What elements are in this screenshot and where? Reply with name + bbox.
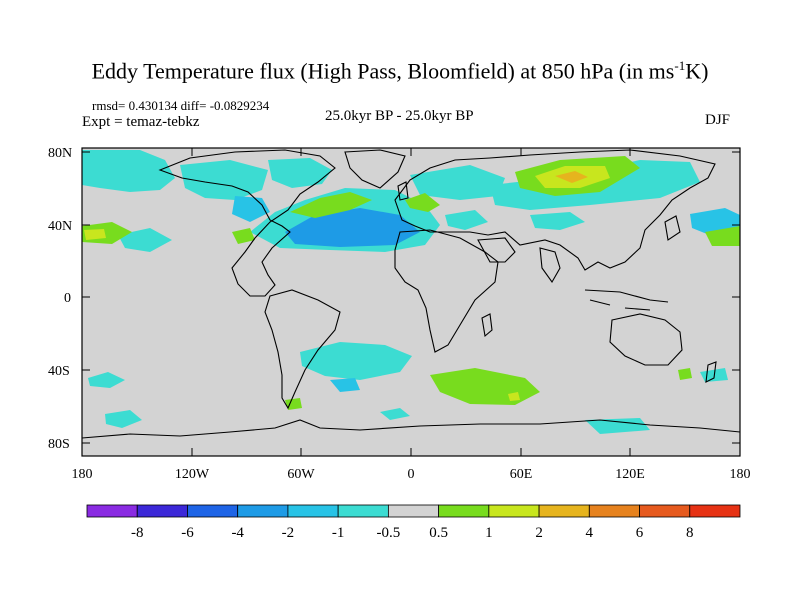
colorbar-label: 8 xyxy=(686,525,694,541)
coast-north-america xyxy=(158,149,336,297)
flux-patch-n-atlantic-core xyxy=(285,208,420,247)
flux-patch-ross-cyan xyxy=(380,408,410,420)
colorbar-swatch xyxy=(689,504,741,518)
stats-label: rmsd= 0.430134 diff= -0.0829234 xyxy=(92,98,270,113)
flux-patch-canada xyxy=(268,158,332,188)
flux-patch-s-pacific-cyan xyxy=(88,372,125,388)
colorbar-swatch xyxy=(287,504,339,518)
colorbar-swatch xyxy=(237,504,289,518)
colorbar-swatch xyxy=(337,504,389,518)
flux-patch-s-indian-yellow xyxy=(508,392,520,401)
season-label: DJF xyxy=(705,112,731,128)
flux-patch-med xyxy=(445,210,488,230)
lat-label-40s: 40S xyxy=(48,364,70,379)
coast-arabia xyxy=(477,237,516,263)
flux-patch-europe xyxy=(410,165,505,200)
flux-patch-npacific xyxy=(180,160,268,200)
flux-patch-norway-green xyxy=(405,193,440,212)
colorbar-label: -6 xyxy=(181,525,194,541)
coast-india xyxy=(539,247,561,284)
colorbar-label: 6 xyxy=(636,525,644,541)
colorbar-swatch xyxy=(488,504,540,518)
flux-patch-sa-green xyxy=(285,398,302,410)
coast-antarctica xyxy=(82,419,740,439)
coast-nz xyxy=(705,361,717,383)
flux-patch-atl-green xyxy=(290,192,372,218)
colorbar-swatch xyxy=(86,504,138,518)
flux-patch-nw-pacific xyxy=(82,150,175,192)
coast-australia xyxy=(609,313,683,366)
lon-label-120w: 120W xyxy=(175,467,210,482)
flux-patch-npac-green-e xyxy=(705,226,740,246)
lat-label-40n: 40N xyxy=(48,219,72,234)
lon-label-120e: 120E xyxy=(615,467,645,482)
flux-patch-arctic-orange xyxy=(555,171,588,183)
colorbar-label: 1 xyxy=(485,525,493,541)
colorbar-label: -8 xyxy=(131,525,144,541)
lon-label-180e: 180 xyxy=(730,467,751,482)
flux-patch-s-atlantic-cyan xyxy=(300,342,412,380)
colorbar-swatch xyxy=(136,504,188,518)
coast-uk xyxy=(397,181,409,201)
flux-patch-asia-s xyxy=(530,212,585,230)
colorbar-label: -4 xyxy=(231,525,244,541)
colorbar-swatch xyxy=(387,504,440,518)
lon-label-60w: 60W xyxy=(287,467,315,482)
experiment-label: Expt = temaz-tebkz xyxy=(82,114,200,130)
flux-patch-e-indian-cyan xyxy=(585,418,650,434)
colorbar-label: -0.5 xyxy=(377,525,401,541)
coast-indonesia xyxy=(584,289,669,311)
coast-eurasia xyxy=(394,149,716,271)
flux-patch-us-green xyxy=(232,228,255,244)
flux-patch-s-pacific-cyan2 xyxy=(105,410,142,428)
flux-patch-alaska xyxy=(232,196,270,222)
coast-japan xyxy=(664,215,681,241)
colorbar-label: 2 xyxy=(535,525,543,541)
colorbar-label: 0.5 xyxy=(429,525,448,541)
colorbar-swatch xyxy=(538,504,590,518)
coast-greenland xyxy=(344,149,406,189)
coast-africa xyxy=(394,229,499,353)
colorbar-swatch xyxy=(588,504,640,518)
coast-south-america xyxy=(264,289,341,410)
axis-ticks xyxy=(81,148,741,456)
colorbar-swatch xyxy=(438,504,490,518)
colorbar-label: 4 xyxy=(586,525,594,541)
lon-label-180w: 180 xyxy=(72,467,93,482)
flux-patch-w-pacific xyxy=(118,228,172,252)
flux-patch-dateline-yellow xyxy=(84,229,106,240)
lon-label-0: 0 xyxy=(408,467,415,482)
colorbar-swatch xyxy=(187,504,239,518)
colorbar-label: -2 xyxy=(282,525,295,541)
lat-label-80n: 80N xyxy=(48,146,72,161)
colorbar-swatch xyxy=(639,504,691,518)
figure-title: Eddy Temperature flux (High Pass, Bloomf… xyxy=(91,58,709,84)
period-label: 25.0kyr BP - 25.0kyr BP xyxy=(325,108,474,124)
coast-madagascar xyxy=(481,313,493,338)
colorbar-label: -1 xyxy=(332,525,345,541)
coastlines xyxy=(82,149,740,439)
colorbar: -8 -6 -4 -2 -1 -0.5 0.5 1 2 4 6 8 xyxy=(86,504,741,541)
flux-patch-s-atl-small xyxy=(330,378,360,392)
lat-label-80s: 80S xyxy=(48,437,70,452)
flux-patch-austr-green xyxy=(678,368,692,380)
lat-label-eq: 0 xyxy=(64,291,71,306)
lon-label-60e: 60E xyxy=(510,467,533,482)
flux-anomaly-field xyxy=(82,149,740,439)
